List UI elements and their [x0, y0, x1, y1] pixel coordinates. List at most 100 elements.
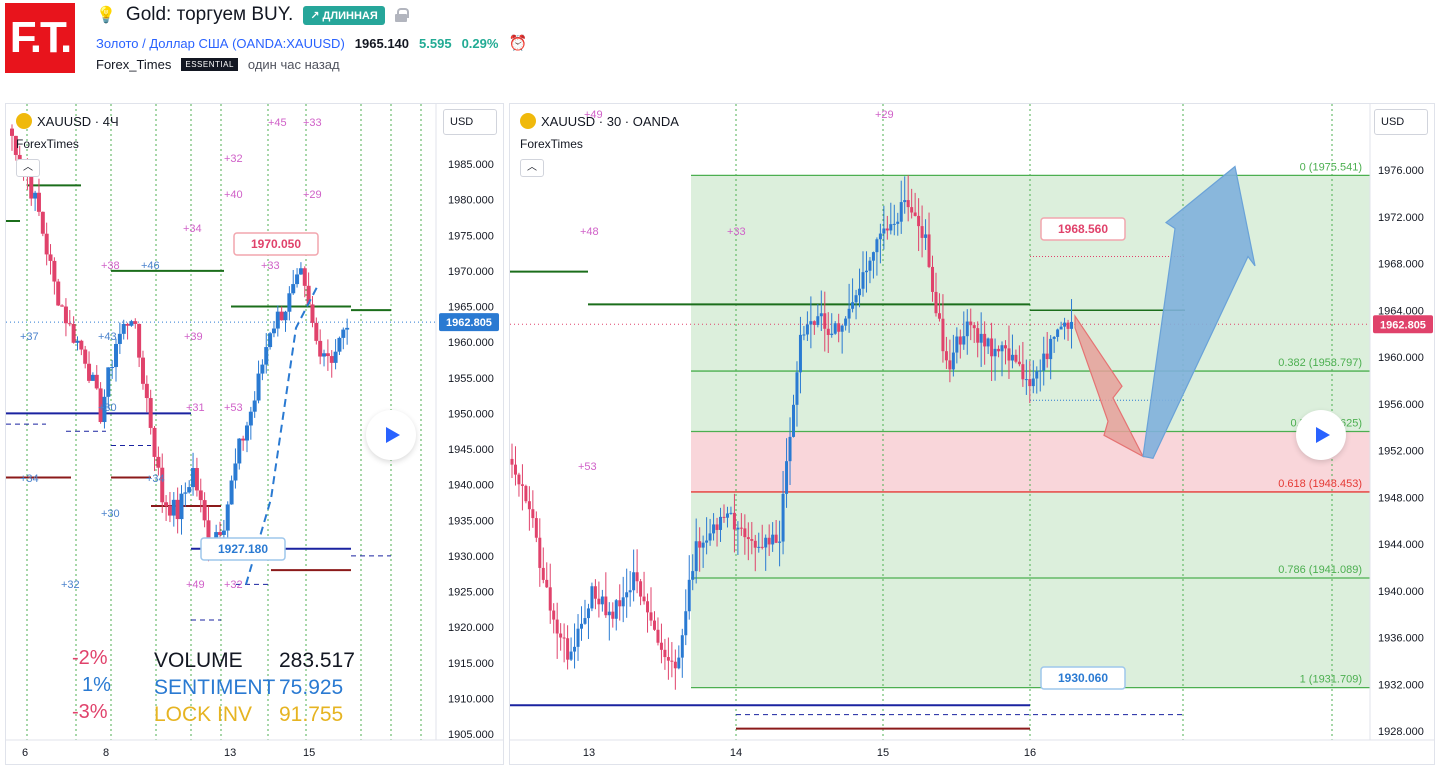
y-tick-label: 1960.000 [448, 337, 494, 349]
candle [531, 509, 535, 519]
candle [287, 293, 292, 312]
candle [1045, 353, 1049, 360]
collapse-legend-button[interactable]: ︿ [520, 159, 544, 177]
candle [698, 541, 702, 548]
high-callout-text: 1968.560 [1058, 222, 1108, 236]
candle [788, 436, 792, 462]
publish-time: один час назад [247, 57, 340, 72]
author-plan-badge: ESSENTIAL [181, 58, 238, 71]
candle [90, 374, 95, 381]
candle [920, 226, 924, 238]
candle [680, 635, 684, 658]
candle [198, 490, 203, 501]
candle [625, 592, 629, 598]
candle [1003, 345, 1007, 349]
candle [701, 542, 705, 548]
candle [659, 642, 663, 650]
candle [1042, 353, 1046, 371]
candle [310, 304, 315, 323]
candle [252, 400, 257, 412]
candle [534, 518, 538, 538]
candle [951, 352, 955, 370]
candle [819, 313, 823, 317]
pink-marker: +45 [268, 117, 287, 129]
pink-marker: +53 [224, 402, 243, 414]
candle [673, 661, 677, 669]
sentiment-label: SENTIMENT [154, 676, 276, 699]
y-tick-label: 1945.000 [448, 444, 494, 456]
play-button[interactable] [366, 410, 416, 460]
candle [809, 321, 813, 325]
brand-logo[interactable]: F.T. [5, 3, 75, 73]
pink-marker: +49 [584, 109, 603, 121]
play-button[interactable] [1296, 410, 1346, 460]
candle [906, 200, 910, 208]
high-callout-text: 1970.050 [251, 237, 301, 251]
currency-selector[interactable]: USD [1374, 109, 1428, 135]
last-price: 1965.140 [354, 35, 410, 51]
candle [882, 228, 886, 234]
chart-legend[interactable]: XAUUSD · 4Ч [16, 113, 119, 129]
y-tick-label: 1970.000 [448, 266, 494, 278]
y-tick-label: 1965.000 [448, 302, 494, 314]
candle [1063, 322, 1067, 327]
high-callout[interactable]: 1970.050 [233, 232, 319, 256]
candle [826, 328, 830, 335]
candle [187, 487, 192, 493]
candle [983, 333, 987, 347]
lockinv-label: LOCK INV [154, 703, 253, 726]
candle [729, 512, 733, 514]
candle [576, 628, 580, 647]
y-tick-label: 1985.000 [448, 159, 494, 171]
y-tick-label: 1925.000 [448, 587, 494, 599]
candle [917, 215, 921, 227]
chart-30m[interactable]: 0 (1975.541)0.382 (1958.797)0.5 (1953.62… [509, 103, 1435, 765]
candle [541, 567, 545, 580]
candle [896, 221, 900, 224]
author-name[interactable]: Forex_Times [96, 57, 172, 72]
alarm-clock-icon[interactable]: ⏰ [508, 35, 528, 52]
candle [194, 468, 199, 491]
candle [110, 367, 115, 369]
candle [218, 532, 223, 535]
pink-marker: +34 [183, 223, 202, 235]
fib-label: 1 (1931.709) [1300, 674, 1362, 686]
high-callout[interactable]: 1968.560 [1040, 217, 1126, 241]
candle [722, 516, 726, 518]
symbol-link[interactable]: Золото / Доллар США (OANDA:XAUUSD) [96, 35, 345, 51]
candle [40, 211, 45, 234]
chart-4h[interactable]: 1970.050 1927.180 +45 +33 +32 +40 +29 +34 +38 +33… [5, 103, 504, 765]
y-tick-label: 1955.000 [448, 373, 494, 385]
collapse-legend-button[interactable]: ︿ [16, 159, 40, 177]
candle [1049, 338, 1053, 360]
candle [573, 646, 577, 652]
candle [903, 200, 907, 203]
fib-zone-red [691, 431, 1370, 492]
candle [586, 608, 590, 619]
low-callout[interactable]: 1930.060 [1040, 666, 1126, 690]
candle [48, 254, 53, 261]
y-tick-label: 1915.000 [448, 658, 494, 670]
chart-legend[interactable]: XAUUSD · 30 · OANDA [520, 113, 679, 129]
candle [318, 340, 323, 357]
candle [52, 260, 57, 282]
low-callout[interactable]: 1927.180 [200, 537, 286, 561]
candle [183, 492, 188, 494]
direction-badge: ↗ ДЛИННАЯ [303, 5, 385, 25]
chart-30m-canvas[interactable]: 0 (1975.541)0.382 (1958.797)0.5 (1953.62… [510, 104, 1435, 765]
blue-marker: +46 [141, 260, 160, 272]
candle [885, 228, 889, 231]
candle [229, 480, 234, 505]
candle [694, 541, 698, 572]
currency-selector[interactable]: USD [443, 109, 497, 135]
candle [545, 579, 549, 588]
candle [580, 623, 584, 629]
candle [725, 513, 729, 518]
candle [736, 527, 740, 530]
candle [618, 600, 622, 607]
candle [175, 499, 180, 520]
chart-4h-canvas[interactable]: 1970.050 1927.180 +45 +33 +32 +40 +29 +34 +38 +33… [6, 104, 504, 765]
candle [1035, 371, 1039, 379]
candle [649, 612, 653, 621]
candle [792, 404, 795, 437]
